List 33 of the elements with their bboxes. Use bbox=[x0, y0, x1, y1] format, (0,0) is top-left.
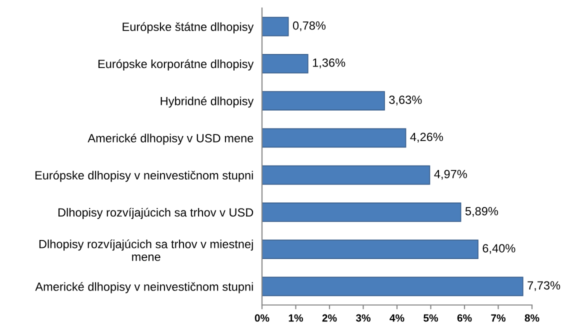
data-label: 5,89% bbox=[465, 206, 498, 217]
x-tick-label: 8% bbox=[524, 314, 540, 322]
y-tick-label: Európske dlhopisy v neinvestičnom stupni bbox=[35, 170, 253, 182]
data-label: 0,78% bbox=[292, 21, 326, 32]
y-tick-label: Dlhopisy rozvíjajúcich sa trhov v USD bbox=[58, 208, 254, 219]
data-label: 7,73% bbox=[528, 281, 560, 291]
x-tick-label: 3% bbox=[356, 314, 371, 322]
data-label: 6,40% bbox=[482, 244, 516, 254]
bar bbox=[262, 91, 385, 111]
y-tick-label: Americké dlhopisy v USD mene bbox=[88, 134, 254, 145]
y-tick-label: Americké dlhopisy v neinvestičnom stupni bbox=[35, 282, 253, 294]
data-label: 4,26% bbox=[410, 132, 443, 142]
bar bbox=[262, 276, 524, 296]
data-label: 4,97% bbox=[434, 170, 467, 180]
data-label: 3,63% bbox=[389, 96, 422, 106]
x-tick-label: 5% bbox=[424, 314, 438, 322]
bar bbox=[262, 128, 406, 148]
bar bbox=[262, 165, 430, 185]
y-tick-label: Európske korporátne dlhopisy bbox=[98, 59, 254, 70]
x-tick-label: 2% bbox=[322, 314, 337, 322]
bar bbox=[262, 240, 478, 260]
x-tick-label: 4% bbox=[390, 314, 404, 322]
y-tick-label: Dlhopisy rozvíjajúcich sa trhov v miestnej mene bbox=[39, 239, 253, 261]
bar bbox=[262, 54, 308, 74]
data-label: 1,36% bbox=[312, 58, 346, 68]
y-tick-label: Hybridné dlhopisy bbox=[160, 96, 254, 108]
y-tick-label: Európske štátne dlhopisy bbox=[122, 22, 254, 34]
bar bbox=[262, 16, 289, 36]
bar bbox=[262, 202, 462, 222]
x-tick-label: 6% bbox=[457, 314, 472, 322]
x-tick-label: 0% bbox=[254, 314, 270, 322]
x-tick-label: 7% bbox=[491, 314, 506, 322]
x-tick-label: 1% bbox=[288, 314, 304, 322]
